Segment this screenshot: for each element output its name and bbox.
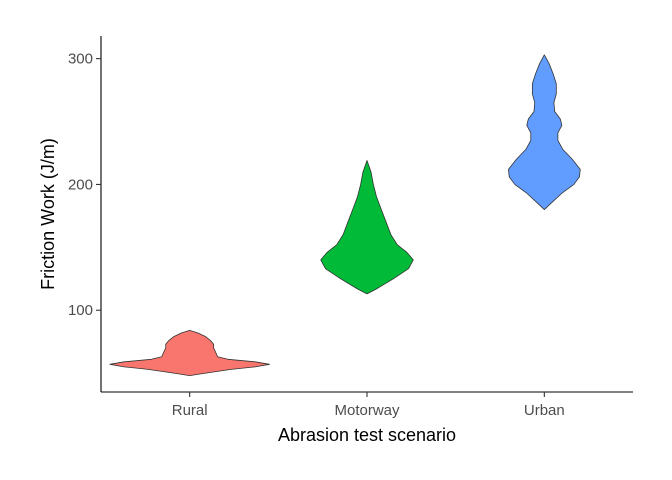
x-tick-label: Urban bbox=[524, 402, 565, 419]
x-tick-label: Motorway bbox=[334, 402, 400, 419]
y-axis-title: Friction Work (J/m) bbox=[38, 138, 58, 290]
y-axis-ticks: 100 200 300 bbox=[68, 51, 101, 319]
x-axis-title: Abrasion test scenario bbox=[278, 425, 456, 445]
y-tick-label: 200 bbox=[68, 176, 93, 193]
x-tick-label: Rural bbox=[172, 402, 208, 419]
y-tick-label: 100 bbox=[68, 302, 93, 319]
violin-urban bbox=[508, 54, 581, 210]
violins-layer bbox=[109, 54, 581, 377]
x-axis-ticks: Rural Motorway Urban bbox=[172, 392, 565, 419]
y-tick-label: 300 bbox=[68, 51, 93, 68]
violin-rural bbox=[109, 329, 270, 377]
violin-motorway bbox=[320, 160, 414, 295]
